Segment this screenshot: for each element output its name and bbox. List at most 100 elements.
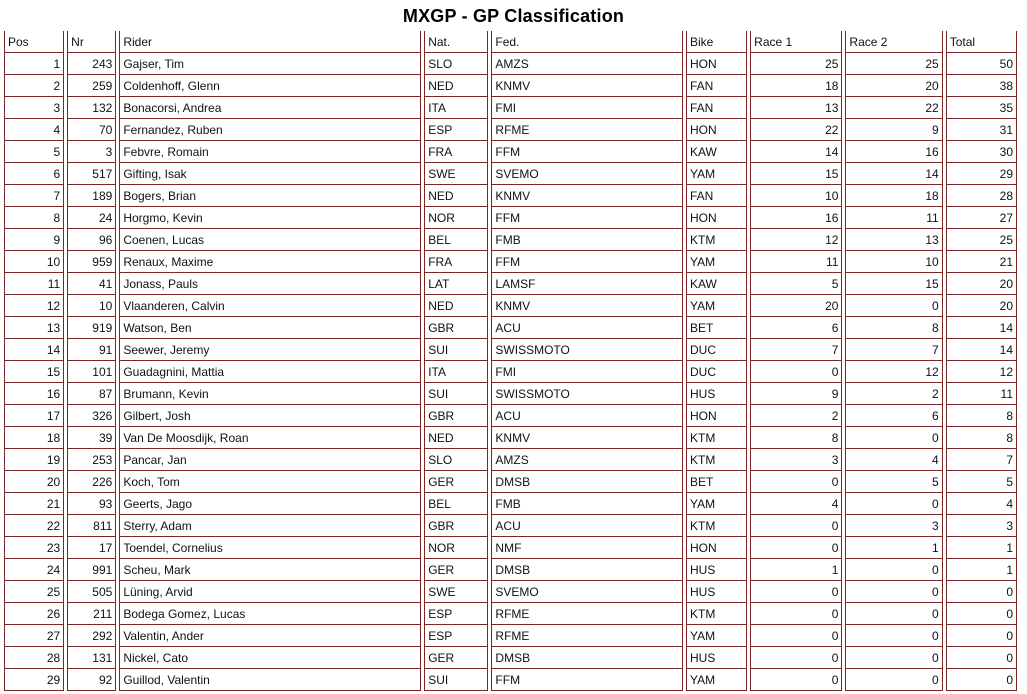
cell-nat: ESP	[424, 625, 489, 647]
header-cell-race1: Race 1	[750, 31, 843, 53]
cell-rider: Coldenhoff, Glenn	[119, 75, 422, 97]
cell-bike: KTM	[685, 427, 748, 449]
table-row: 18 39 Van De Moosdijk, Roan NED KNMV KTM 8 0 8	[4, 427, 1017, 449]
cell-nr: 70	[67, 119, 117, 141]
cell-total: 14	[945, 317, 1017, 339]
cell-nr: 91	[67, 339, 117, 361]
cell-pos: 23	[4, 537, 65, 559]
table-row: 5 3 Febvre, Romain FRA FFM KAW 14 16 30	[4, 141, 1017, 163]
cell-rider: Vlaanderen, Calvin	[119, 295, 422, 317]
cell-rider: Gilbert, Josh	[119, 405, 422, 427]
cell-bike: HUS	[685, 647, 748, 669]
cell-total: 14	[945, 339, 1017, 361]
cell-pos: 20	[4, 471, 65, 493]
cell-bike: YAM	[685, 493, 748, 515]
cell-fed: AMZS	[491, 449, 683, 471]
cell-rider: Renaux, Maxime	[119, 251, 422, 273]
cell-race1: 0	[750, 515, 843, 537]
cell-rider: Watson, Ben	[119, 317, 422, 339]
cell-rider: Horgmo, Kevin	[119, 207, 422, 229]
header-cell-bike: Bike	[685, 31, 748, 53]
cell-nr: 211	[67, 603, 117, 625]
cell-rider: Gajser, Tim	[119, 53, 422, 75]
cell-bike: YAM	[685, 295, 748, 317]
cell-nat: GBR	[424, 515, 489, 537]
cell-nr: 93	[67, 493, 117, 515]
cell-pos: 11	[4, 273, 65, 295]
cell-total: 1	[945, 559, 1017, 581]
cell-rider: Bogers, Brian	[119, 185, 422, 207]
cell-rider: Seewer, Jeremy	[119, 339, 422, 361]
cell-nr: 259	[67, 75, 117, 97]
cell-rider: Lüning, Arvid	[119, 581, 422, 603]
cell-bike: KTM	[685, 603, 748, 625]
cell-nr: 292	[67, 625, 117, 647]
cell-total: 28	[945, 185, 1017, 207]
cell-fed: ACU	[491, 405, 683, 427]
cell-fed: RFME	[491, 603, 683, 625]
cell-race1: 0	[750, 537, 843, 559]
cell-race2: 0	[845, 625, 943, 647]
cell-nat: ESP	[424, 603, 489, 625]
cell-race2: 16	[845, 141, 943, 163]
cell-nr: 87	[67, 383, 117, 405]
cell-nat: GER	[424, 647, 489, 669]
cell-bike: DUC	[685, 361, 748, 383]
cell-fed: DMSB	[491, 471, 683, 493]
cell-total: 35	[945, 97, 1017, 119]
cell-rider: Bonacorsi, Andrea	[119, 97, 422, 119]
cell-bike: FAN	[685, 75, 748, 97]
cell-fed: RFME	[491, 119, 683, 141]
cell-rider: Koch, Tom	[119, 471, 422, 493]
cell-fed: FFM	[491, 669, 683, 691]
table-row: 11 41 Jonass, Pauls LAT LAMSF KAW 5 15 20	[4, 273, 1017, 295]
cell-nat: NED	[424, 185, 489, 207]
cell-fed: NMF	[491, 537, 683, 559]
cell-race2: 18	[845, 185, 943, 207]
cell-total: 25	[945, 229, 1017, 251]
classification-table: Pos Nr Rider Nat. Fed. Bike Race 1 Race 2 Total …	[1, 31, 1020, 691]
cell-total: 11	[945, 383, 1017, 405]
cell-total: 8	[945, 427, 1017, 449]
cell-race1: 4	[750, 493, 843, 515]
header-cell-fed: Fed.	[491, 31, 683, 53]
cell-race2: 20	[845, 75, 943, 97]
cell-total: 27	[945, 207, 1017, 229]
cell-total: 12	[945, 361, 1017, 383]
cell-bike: HON	[685, 53, 748, 75]
cell-race2: 14	[845, 163, 943, 185]
cell-race2: 6	[845, 405, 943, 427]
cell-total: 30	[945, 141, 1017, 163]
cell-race1: 3	[750, 449, 843, 471]
cell-nat: SUI	[424, 383, 489, 405]
cell-race1: 18	[750, 75, 843, 97]
cell-total: 0	[945, 647, 1017, 669]
cell-fed: SVEMO	[491, 581, 683, 603]
cell-pos: 16	[4, 383, 65, 405]
cell-nat: GBR	[424, 317, 489, 339]
cell-fed: AMZS	[491, 53, 683, 75]
cell-fed: DMSB	[491, 559, 683, 581]
cell-nr: 189	[67, 185, 117, 207]
header-cell-nr: Nr	[67, 31, 117, 53]
cell-race2: 22	[845, 97, 943, 119]
header-cell-nat: Nat.	[424, 31, 489, 53]
cell-race2: 4	[845, 449, 943, 471]
cell-race1: 9	[750, 383, 843, 405]
cell-nat: SLO	[424, 449, 489, 471]
table-row: 28 131 Nickel, Cato GER DMSB HUS 0 0 0	[4, 647, 1017, 669]
cell-nr: 991	[67, 559, 117, 581]
cell-nat: NED	[424, 75, 489, 97]
cell-total: 8	[945, 405, 1017, 427]
cell-bike: BET	[685, 317, 748, 339]
cell-nat: NOR	[424, 537, 489, 559]
cell-bike: KTM	[685, 229, 748, 251]
table-row: 29 92 Guillod, Valentin SUI FFM YAM 0 0 0	[4, 669, 1017, 691]
cell-nat: SWE	[424, 163, 489, 185]
table-row: 21 93 Geerts, Jago BEL FMB YAM 4 0 4	[4, 493, 1017, 515]
table-row: 25 505 Lüning, Arvid SWE SVEMO HUS 0 0 0	[4, 581, 1017, 603]
cell-rider: Van De Moosdijk, Roan	[119, 427, 422, 449]
cell-race2: 9	[845, 119, 943, 141]
cell-race1: 0	[750, 471, 843, 493]
cell-nat: LAT	[424, 273, 489, 295]
